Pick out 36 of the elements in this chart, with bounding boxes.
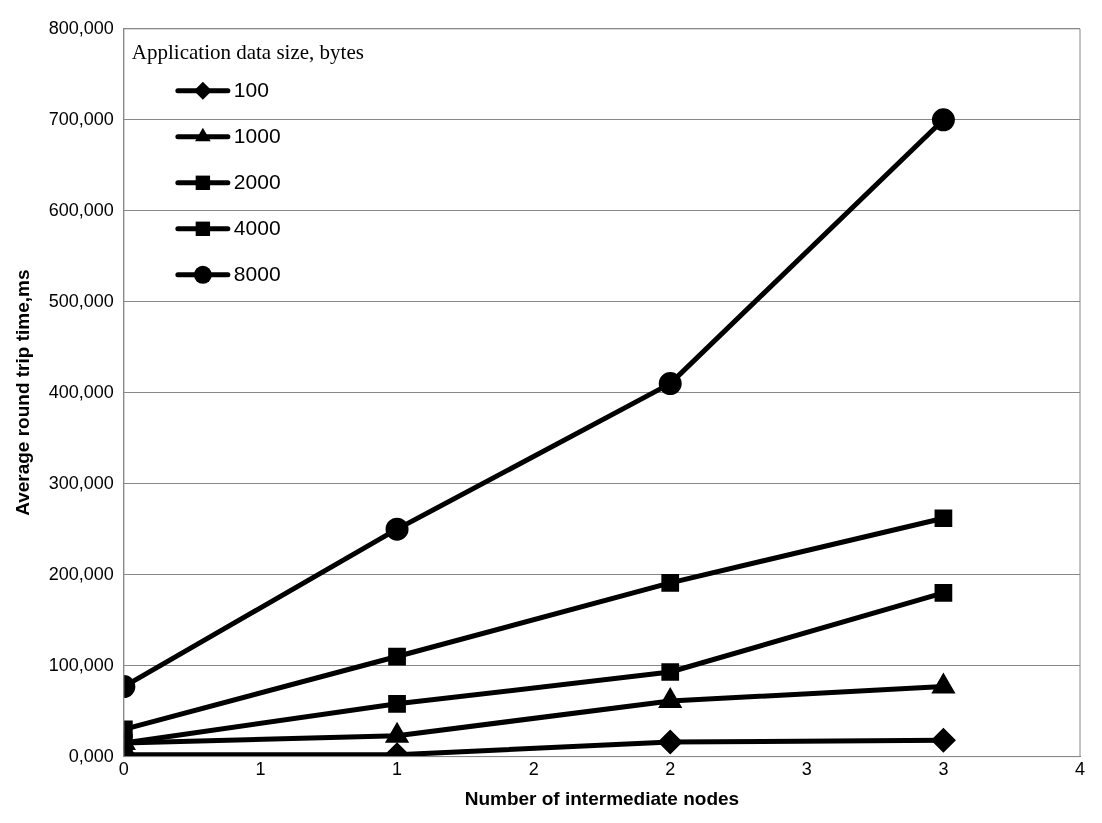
x-tick-label: 4 xyxy=(1074,759,1086,780)
point xyxy=(661,663,680,681)
x-tick-label: 1 xyxy=(392,759,403,780)
y-tick-label: 800,000 xyxy=(48,17,114,38)
legend-label: 1000 xyxy=(233,123,281,147)
x-tick-label: 1 xyxy=(255,759,266,780)
y-tick-label: 400,000 xyxy=(48,381,114,402)
point xyxy=(388,647,406,666)
y-tick-label: 200,000 xyxy=(48,563,114,584)
point xyxy=(385,517,409,541)
point xyxy=(934,509,953,528)
x-tick-label: 2 xyxy=(528,759,539,780)
x-tick-label: 0 xyxy=(118,759,129,780)
y-tick-label: 600,000 xyxy=(48,199,114,220)
y-axis-title: Average round trip time,ms xyxy=(11,269,33,516)
legend-label: 100 xyxy=(233,77,269,101)
y-tick-label: 500,000 xyxy=(48,290,114,311)
point xyxy=(658,730,682,754)
point xyxy=(388,694,406,713)
point xyxy=(931,728,955,752)
legend-label: 8000 xyxy=(233,261,281,285)
point xyxy=(658,372,682,396)
x-tick-label: 3 xyxy=(801,759,812,780)
x-axis-title: Number of intermediate nodes xyxy=(464,787,740,809)
legend-title: Application data size, bytes xyxy=(131,39,364,64)
y-tick-label: 300,000 xyxy=(48,472,114,493)
point xyxy=(661,573,680,592)
y-tick-label: 700,000 xyxy=(48,108,114,129)
point xyxy=(931,108,955,132)
y-tick-label: 0,000 xyxy=(68,745,114,766)
y-tick-label: 100,000 xyxy=(48,654,114,675)
point xyxy=(934,583,953,602)
legend-label: 2000 xyxy=(233,169,281,193)
x-tick-label: 3 xyxy=(938,759,949,780)
x-tick-label: 2 xyxy=(665,759,676,780)
legend-label: 4000 xyxy=(233,215,281,239)
